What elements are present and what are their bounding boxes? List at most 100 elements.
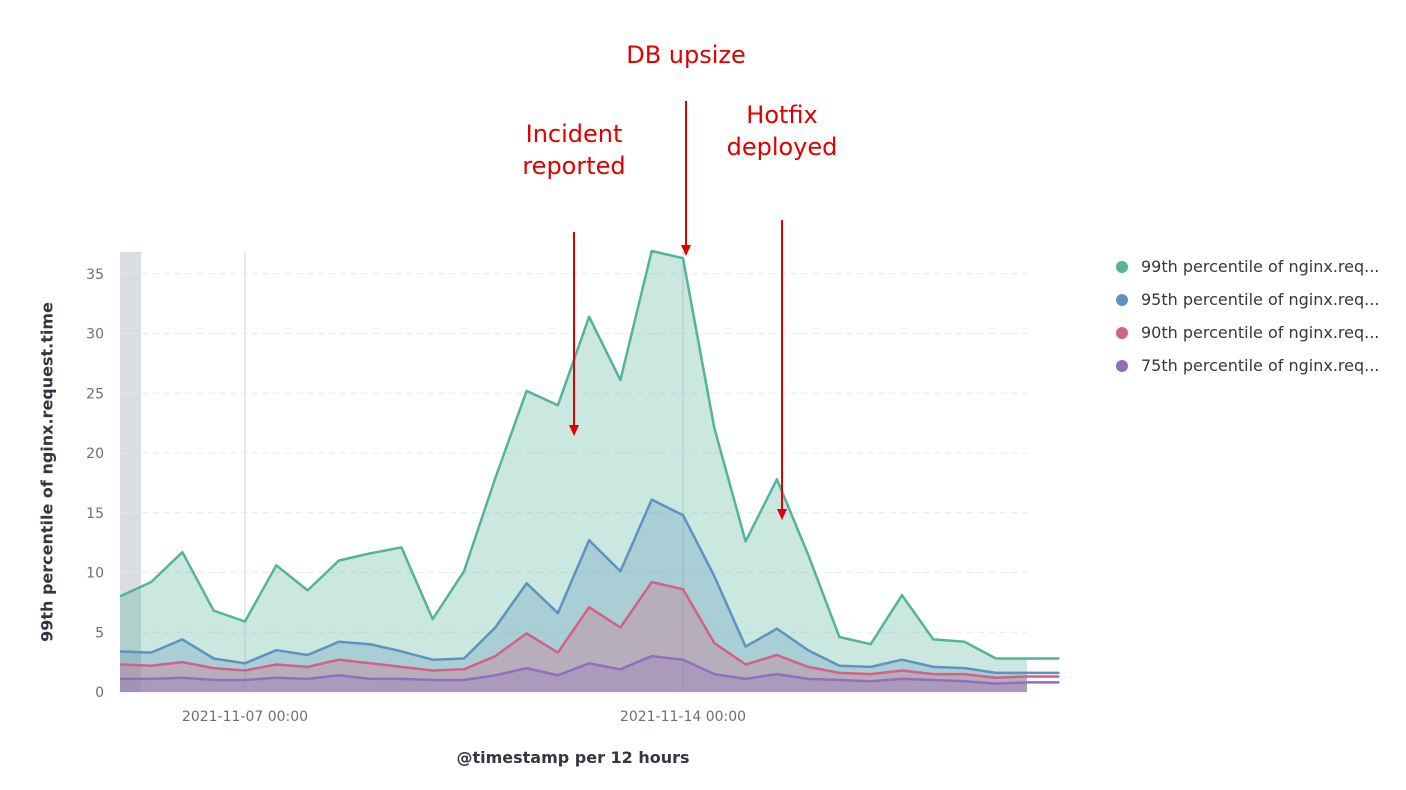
- series-point-p95-28: [1026, 671, 1029, 674]
- series-point-p99-9: [431, 618, 434, 621]
- series-point-p75-7: [369, 677, 372, 680]
- legend-dot-p90: [1116, 326, 1128, 339]
- annotation-incident-line-2: reported: [522, 152, 626, 180]
- series-point-p90-20: [775, 654, 778, 657]
- annotation-arrow-head-db-upsize: [681, 245, 691, 256]
- series-point-p90-10: [463, 668, 466, 671]
- series-point-p90-17: [682, 588, 685, 591]
- series-point-p90-27: [994, 676, 997, 679]
- series-point-p95-24: [901, 658, 904, 661]
- series-point-p95-11: [494, 626, 497, 629]
- series-point-p75-20: [775, 673, 778, 676]
- y-tick-label-0: 0: [95, 685, 104, 701]
- legend-item-p99[interactable]: 99th percentile of nginx.req...: [1116, 250, 1379, 283]
- x-tick-label-0: 2021-11-07 00:00: [182, 709, 308, 725]
- series-point-p90-22: [838, 671, 841, 674]
- series-point-p99-10: [463, 570, 466, 573]
- series-point-p75-18: [713, 673, 716, 676]
- series-point-p99-13: [556, 404, 559, 407]
- series-point-p95-15: [619, 570, 622, 573]
- legend-item-p90[interactable]: 90th percentile of nginx.req...: [1116, 316, 1379, 349]
- legend-item-p95[interactable]: 95th percentile of nginx.req...: [1116, 283, 1379, 316]
- series-point-p75-23: [869, 680, 872, 683]
- series-point-p75-17: [682, 658, 685, 661]
- series-point-p95-20: [775, 627, 778, 630]
- series-point-p99-21: [807, 553, 810, 556]
- series-point-p90-11: [494, 655, 497, 658]
- series-point-p99-1: [181, 551, 184, 554]
- series-point-p95-7: [369, 643, 372, 646]
- legend: 99th percentile of nginx.req... 95th per…: [1116, 250, 1379, 382]
- y-tick-label-5: 5: [95, 625, 104, 641]
- series-line-p99: [119, 249, 1060, 660]
- series-point-p95-3: [244, 662, 247, 665]
- series-point-p90-5: [306, 665, 309, 668]
- series-point-p99-0: [150, 581, 153, 584]
- series-point-p90-8: [400, 665, 403, 668]
- series-point-p95-2: [212, 657, 215, 660]
- series-point-p90-0: [150, 664, 153, 667]
- series-point-p90-25: [932, 673, 935, 676]
- annotation-hotfix-line-2: deployed: [726, 133, 838, 161]
- series-point-p99-23: [869, 643, 872, 646]
- series-point-p95-16: [650, 498, 653, 501]
- series-point-p99-2: [212, 609, 215, 612]
- annotation-hotfix: Hotfix deployed: [712, 99, 852, 163]
- series-point-p95-13: [556, 612, 559, 615]
- series-point-p90-16: [650, 581, 653, 584]
- series-point-p75-2: [212, 679, 215, 682]
- series-point-p99-28: [1026, 657, 1029, 660]
- legend-dot-p99: [1116, 260, 1128, 273]
- partial-bucket-band: [120, 252, 141, 692]
- series-point-p99-14: [588, 315, 591, 318]
- series-point-p95-22: [838, 664, 841, 667]
- series-point-p99-7: [369, 552, 372, 555]
- series-point-p90-12: [525, 632, 528, 635]
- series-point-p75-3: [244, 679, 247, 682]
- series-point-p90-4: [275, 663, 278, 666]
- series-point-p75-16: [650, 655, 653, 658]
- annotation-incident-line-1: Incident: [525, 120, 623, 148]
- series-point-p75-22: [838, 679, 841, 682]
- series-point-p90-13: [556, 651, 559, 654]
- series-point-p95-19: [744, 645, 747, 648]
- series-point-p90-28: [1026, 675, 1029, 678]
- series-point-p99-29: [1057, 657, 1060, 660]
- series-point-p99-18: [713, 426, 716, 429]
- series-point-p95-8: [400, 650, 403, 653]
- series-point-p99-11: [494, 477, 497, 480]
- y-tick-label-15: 15: [86, 506, 104, 522]
- series-point-p75-1: [181, 676, 184, 679]
- series-line-p90: [119, 580, 1060, 679]
- series-point-p95-10: [463, 657, 466, 660]
- series-point-p90-3: [244, 669, 247, 672]
- series-point-p90-7: [369, 662, 372, 665]
- series-point-p99-12: [525, 389, 528, 392]
- series-point-p95-1: [181, 638, 184, 641]
- series-point-p95-17: [682, 514, 685, 517]
- annotation-incident: Incident reported: [504, 118, 644, 182]
- x-tick-label-1: 2021-11-14 00:00: [620, 709, 746, 725]
- series-point-p90-18: [713, 642, 716, 645]
- legend-item-p75[interactable]: 75th percentile of nginx.req...: [1116, 349, 1379, 382]
- series-line-p75: [120, 654, 1060, 685]
- series-point-p99-19: [744, 540, 747, 543]
- series-point-p90-1: [181, 661, 184, 664]
- series-point-p75-28: [1026, 681, 1029, 684]
- series-point-p75-14: [588, 662, 591, 665]
- series-point-p75-0: [150, 677, 153, 680]
- series-point-p99-3: [244, 620, 247, 623]
- legend-dot-p95: [1116, 293, 1128, 306]
- series-point-p75-4: [275, 676, 278, 679]
- series-point-p90-15: [619, 626, 622, 629]
- series-point-p95-5: [306, 654, 309, 657]
- y-tick-label-25: 25: [86, 386, 104, 402]
- series-point-p99-22: [838, 636, 841, 639]
- series-point-p95-21: [807, 649, 810, 652]
- series-point-p75-9: [431, 679, 434, 682]
- series-point-p75-6: [337, 674, 340, 677]
- y-tick-label-30: 30: [86, 327, 104, 343]
- series-point-p90-14: [588, 606, 591, 609]
- series-point-p90-29: [1057, 675, 1060, 678]
